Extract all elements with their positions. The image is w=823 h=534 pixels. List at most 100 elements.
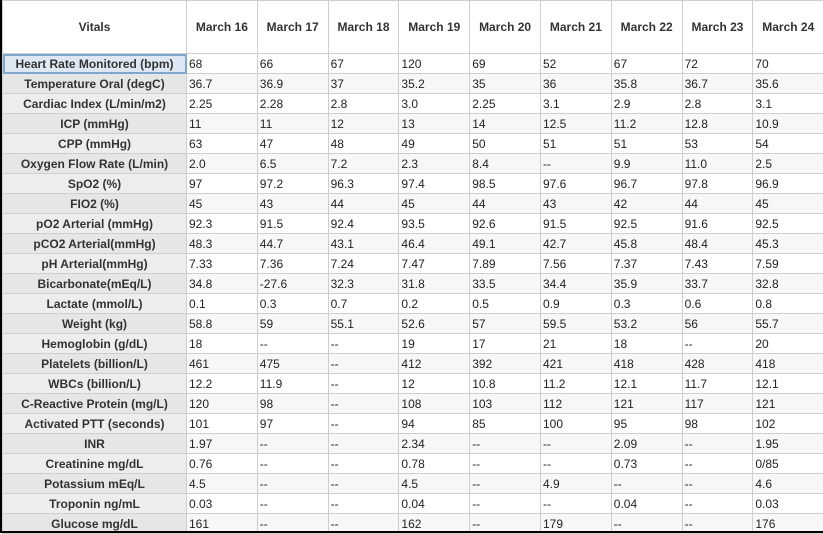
table-cell[interactable]: 12.1 <box>753 374 823 394</box>
row-header[interactable]: Oxygen Flow Rate (L/min) <box>3 154 187 174</box>
table-cell[interactable]: 2.25 <box>470 94 541 114</box>
table-cell[interactable]: 11.7 <box>682 374 753 394</box>
table-cell[interactable]: 121 <box>753 394 823 414</box>
table-cell[interactable]: 11.2 <box>540 374 611 394</box>
table-cell[interactable]: 57 <box>470 314 541 334</box>
row-header[interactable]: Troponin ng/mL <box>3 494 187 514</box>
table-cell[interactable]: 37 <box>328 74 399 94</box>
table-cell[interactable]: 12 <box>399 374 470 394</box>
table-cell[interactable]: 32.3 <box>328 274 399 294</box>
table-cell[interactable]: 7.43 <box>682 254 753 274</box>
table-cell[interactable]: 3.1 <box>753 94 823 114</box>
table-cell[interactable]: 475 <box>257 354 328 374</box>
table-cell[interactable]: 31.8 <box>399 274 470 294</box>
column-header-date[interactable]: March 21 <box>540 1 611 54</box>
table-cell[interactable]: 59 <box>257 314 328 334</box>
table-cell[interactable]: -- <box>470 454 541 474</box>
table-cell[interactable]: 0.9 <box>540 294 611 314</box>
table-cell[interactable]: 53 <box>682 134 753 154</box>
table-cell[interactable]: 48.3 <box>187 234 258 254</box>
table-cell[interactable]: 7.2 <box>328 154 399 174</box>
table-cell[interactable]: 47 <box>257 134 328 154</box>
column-header-date[interactable]: March 18 <box>328 1 399 54</box>
table-cell[interactable]: 48 <box>328 134 399 154</box>
table-cell[interactable]: 0.3 <box>611 294 682 314</box>
table-cell[interactable]: 112 <box>540 394 611 414</box>
row-header[interactable]: FIO2 (%) <box>3 194 187 214</box>
row-header[interactable]: pCO2 Arterial(mmHg) <box>3 234 187 254</box>
table-cell[interactable]: 66 <box>257 54 328 74</box>
table-cell[interactable]: 92.5 <box>611 214 682 234</box>
table-cell[interactable]: 52 <box>540 54 611 74</box>
table-cell[interactable]: 2.25 <box>187 94 258 114</box>
table-cell[interactable]: 56 <box>682 314 753 334</box>
table-cell[interactable]: 0.03 <box>187 494 258 514</box>
table-cell[interactable]: 36.7 <box>682 74 753 94</box>
table-cell[interactable]: 36 <box>540 74 611 94</box>
table-cell[interactable]: 92.4 <box>328 214 399 234</box>
table-cell[interactable]: -- <box>328 394 399 414</box>
table-cell[interactable]: 97 <box>257 414 328 434</box>
table-cell[interactable]: 97.6 <box>540 174 611 194</box>
row-header[interactable]: Cardiac Index (L/min/m2) <box>3 94 187 114</box>
table-cell[interactable]: 9.9 <box>611 154 682 174</box>
table-cell[interactable]: 44 <box>470 194 541 214</box>
table-cell[interactable]: 63 <box>187 134 258 154</box>
table-cell[interactable]: 7.56 <box>540 254 611 274</box>
table-cell[interactable]: -- <box>470 474 541 494</box>
row-header[interactable]: Activated PTT (seconds) <box>3 414 187 434</box>
table-cell[interactable]: 428 <box>682 354 753 374</box>
table-cell[interactable]: 98 <box>257 394 328 414</box>
table-cell[interactable]: 18 <box>187 334 258 354</box>
table-cell[interactable]: 12.2 <box>187 374 258 394</box>
row-header[interactable]: pO2 Arterial (mmHg) <box>3 214 187 234</box>
table-cell[interactable]: 45 <box>399 194 470 214</box>
table-cell[interactable]: 120 <box>187 394 258 414</box>
table-cell[interactable]: 94 <box>399 414 470 434</box>
table-cell[interactable]: 48.4 <box>682 234 753 254</box>
table-cell[interactable]: 0.2 <box>399 294 470 314</box>
row-header[interactable]: Bicarbonate(mEq/L) <box>3 274 187 294</box>
table-cell[interactable]: 10.8 <box>470 374 541 394</box>
column-header-vitals[interactable]: Vitals <box>3 1 187 54</box>
table-cell[interactable]: -- <box>540 154 611 174</box>
row-header[interactable]: Temperature Oral (degC) <box>3 74 187 94</box>
table-cell[interactable]: 55.7 <box>753 314 823 334</box>
row-header[interactable]: SpO2 (%) <box>3 174 187 194</box>
table-cell[interactable]: 102 <box>753 414 823 434</box>
table-cell[interactable]: 53.2 <box>611 314 682 334</box>
table-cell[interactable]: 44 <box>682 194 753 214</box>
table-cell[interactable]: -- <box>470 434 541 454</box>
table-cell[interactable]: -- <box>611 474 682 494</box>
row-header[interactable]: C-Reactive Protein (mg/L) <box>3 394 187 414</box>
table-cell[interactable]: -- <box>328 334 399 354</box>
table-cell[interactable]: 103 <box>470 394 541 414</box>
table-cell[interactable]: 97.8 <box>682 174 753 194</box>
table-cell[interactable]: 7.59 <box>753 254 823 274</box>
table-cell[interactable]: 43 <box>540 194 611 214</box>
table-cell[interactable]: -- <box>540 434 611 454</box>
table-cell[interactable]: 418 <box>611 354 682 374</box>
row-header[interactable]: Weight (kg) <box>3 314 187 334</box>
table-cell[interactable]: 4.9 <box>540 474 611 494</box>
table-cell[interactable]: 59.5 <box>540 314 611 334</box>
table-cell[interactable]: 2.28 <box>257 94 328 114</box>
table-cell[interactable]: 12.5 <box>540 114 611 134</box>
table-cell[interactable]: -- <box>257 454 328 474</box>
table-cell[interactable]: 2.3 <box>399 154 470 174</box>
table-cell[interactable]: 4.6 <box>753 474 823 494</box>
table-cell[interactable]: 55.1 <box>328 314 399 334</box>
table-cell[interactable]: 42.7 <box>540 234 611 254</box>
table-cell[interactable]: 8.4 <box>470 154 541 174</box>
table-cell[interactable]: 7.89 <box>470 254 541 274</box>
table-cell[interactable]: 7.33 <box>187 254 258 274</box>
table-cell[interactable]: 421 <box>540 354 611 374</box>
table-cell[interactable]: 85 <box>470 414 541 434</box>
table-cell[interactable]: 72 <box>682 54 753 74</box>
table-cell[interactable]: -- <box>257 494 328 514</box>
column-header-date[interactable]: March 20 <box>470 1 541 54</box>
table-cell[interactable]: 101 <box>187 414 258 434</box>
table-cell[interactable]: -- <box>328 474 399 494</box>
table-cell[interactable]: 46.4 <box>399 234 470 254</box>
table-cell[interactable]: 58.8 <box>187 314 258 334</box>
